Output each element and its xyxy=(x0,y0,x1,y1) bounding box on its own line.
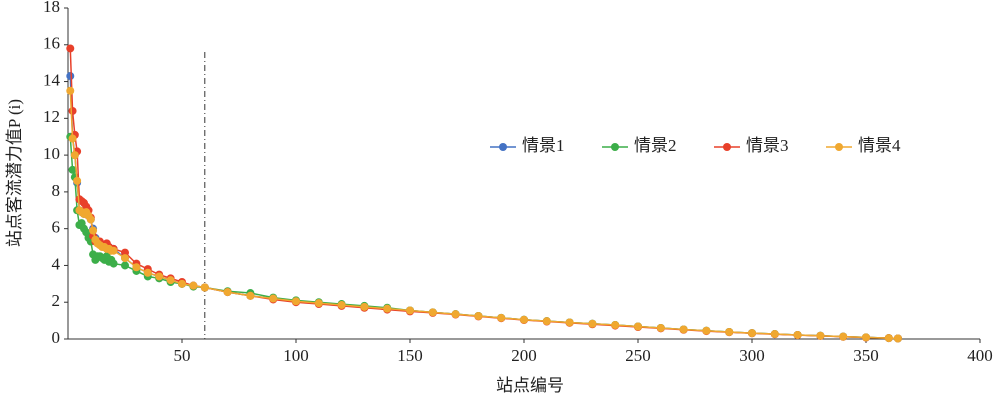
data-point xyxy=(679,325,688,334)
data-point xyxy=(73,176,82,185)
data-point xyxy=(66,72,75,81)
data-point xyxy=(451,310,460,319)
data-point xyxy=(166,276,175,285)
y-tick-label: 10 xyxy=(43,144,60,163)
x-tick-label: 400 xyxy=(967,346,993,365)
data-point xyxy=(862,333,870,342)
x-tick-label: 150 xyxy=(397,346,423,365)
y-tick-label: 6 xyxy=(52,218,61,237)
data-point xyxy=(155,272,164,281)
series-line xyxy=(69,136,898,340)
data-point xyxy=(66,86,75,95)
data-point xyxy=(656,323,665,332)
data-point xyxy=(816,331,825,340)
data-point xyxy=(793,330,802,339)
data-point xyxy=(68,106,77,115)
data-point xyxy=(884,334,893,343)
y-tick-label: 8 xyxy=(52,181,61,200)
data-point xyxy=(109,259,118,268)
y-tick-label: 12 xyxy=(43,107,60,126)
y-tick-label: 0 xyxy=(52,328,61,347)
series-line xyxy=(69,90,898,340)
data-point xyxy=(223,288,232,297)
data-point xyxy=(269,294,278,303)
legend-label: 情景3 xyxy=(746,136,789,155)
data-point xyxy=(292,297,300,306)
data-point xyxy=(360,302,369,311)
data-point xyxy=(121,254,129,263)
data-point xyxy=(428,308,437,317)
data-point xyxy=(121,248,129,257)
data-point xyxy=(565,318,574,327)
data-point xyxy=(520,315,528,324)
x-tick-label: 200 xyxy=(511,346,537,365)
x-tick-label: 50 xyxy=(174,346,191,365)
y-axis-label: 站点客流潜力值P (i) xyxy=(5,99,24,247)
legend-marker xyxy=(835,143,843,151)
data-point xyxy=(109,246,118,255)
data-point xyxy=(200,283,209,292)
data-point xyxy=(383,304,392,313)
legend-marker xyxy=(723,143,731,151)
data-point xyxy=(497,313,506,322)
data-point xyxy=(132,263,141,272)
data-point xyxy=(68,165,77,174)
data-point xyxy=(611,321,620,330)
data-point xyxy=(89,226,98,235)
data-point xyxy=(588,319,597,328)
data-point xyxy=(748,329,756,338)
legend-label: 情景1 xyxy=(522,136,565,155)
legend-label: 情景2 xyxy=(634,136,677,155)
data-point xyxy=(634,322,642,331)
data-point xyxy=(839,332,848,341)
data-point xyxy=(246,291,255,300)
data-point xyxy=(121,261,129,270)
data-point xyxy=(474,312,483,321)
x-tick-label: 250 xyxy=(625,346,651,365)
data-point xyxy=(314,299,323,308)
x-tick-label: 100 xyxy=(283,346,309,365)
legend-label: 情景4 xyxy=(858,136,901,155)
legend-marker xyxy=(499,143,507,151)
data-point xyxy=(178,279,186,288)
data-point xyxy=(66,44,75,53)
data-point xyxy=(893,334,902,343)
data-point xyxy=(70,151,79,160)
legend-marker xyxy=(611,143,619,151)
data-point xyxy=(337,300,346,309)
x-tick-label: 300 xyxy=(739,346,765,365)
data-point xyxy=(143,268,152,277)
data-point xyxy=(702,326,711,335)
data-point xyxy=(189,281,198,290)
data-point xyxy=(770,330,779,339)
y-tick-label: 18 xyxy=(43,0,60,16)
y-tick-label: 2 xyxy=(52,291,61,310)
series-line xyxy=(69,76,898,340)
y-tick-label: 16 xyxy=(43,34,60,53)
y-tick-label: 14 xyxy=(43,70,61,89)
data-point xyxy=(406,306,414,315)
data-point xyxy=(86,215,95,224)
x-tick-label: 350 xyxy=(853,346,879,365)
data-point xyxy=(725,328,734,337)
series-line xyxy=(69,48,898,340)
data-point xyxy=(68,134,77,143)
x-axis-label: 站点编号 xyxy=(496,376,564,395)
data-point xyxy=(542,317,551,326)
y-tick-label: 4 xyxy=(52,254,61,273)
